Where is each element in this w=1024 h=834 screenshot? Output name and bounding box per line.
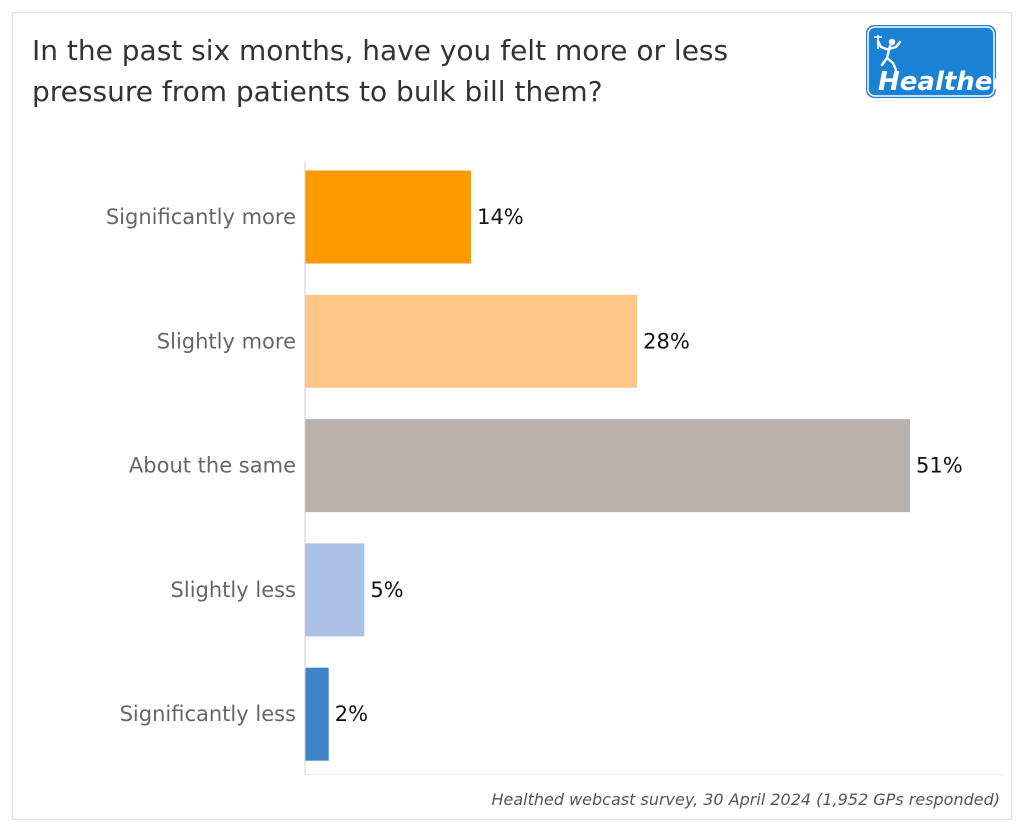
chart-frame [12, 12, 1012, 820]
bar-about-the-same [305, 419, 910, 513]
category-label: Significantly more [106, 205, 296, 229]
bars-group [305, 170, 910, 761]
category-label: About the same [129, 454, 296, 478]
value-label: 2% [335, 702, 368, 726]
runner-figure-icon [874, 35, 902, 72]
category-label: Slightly more [157, 329, 296, 353]
healthed-logo[interactable]: Healthed [866, 25, 996, 98]
value-label: 28% [643, 329, 690, 353]
bar-slightly-less [305, 543, 365, 637]
logo-graphic: Healthed [866, 25, 996, 98]
category-label: Significantly less [120, 702, 296, 726]
bar-significantly-more [305, 170, 472, 264]
bar-significantly-less [305, 667, 329, 761]
category-label: Slightly less [171, 578, 296, 602]
chart-title: In the past six months, have you felt mo… [32, 34, 729, 108]
value-labels: 14% 28% 51% 5% 2% [335, 205, 963, 726]
value-label: 51% [916, 454, 963, 478]
category-labels: Significantly more Slightly more About the… [106, 205, 296, 726]
value-label: 5% [370, 578, 403, 602]
logo-text: Healthed [878, 67, 996, 97]
value-label: 14% [477, 205, 524, 229]
bar-slightly-more [305, 294, 638, 388]
source-note: Healthed webcast survey, 30 April 2024 (… [491, 790, 1000, 809]
